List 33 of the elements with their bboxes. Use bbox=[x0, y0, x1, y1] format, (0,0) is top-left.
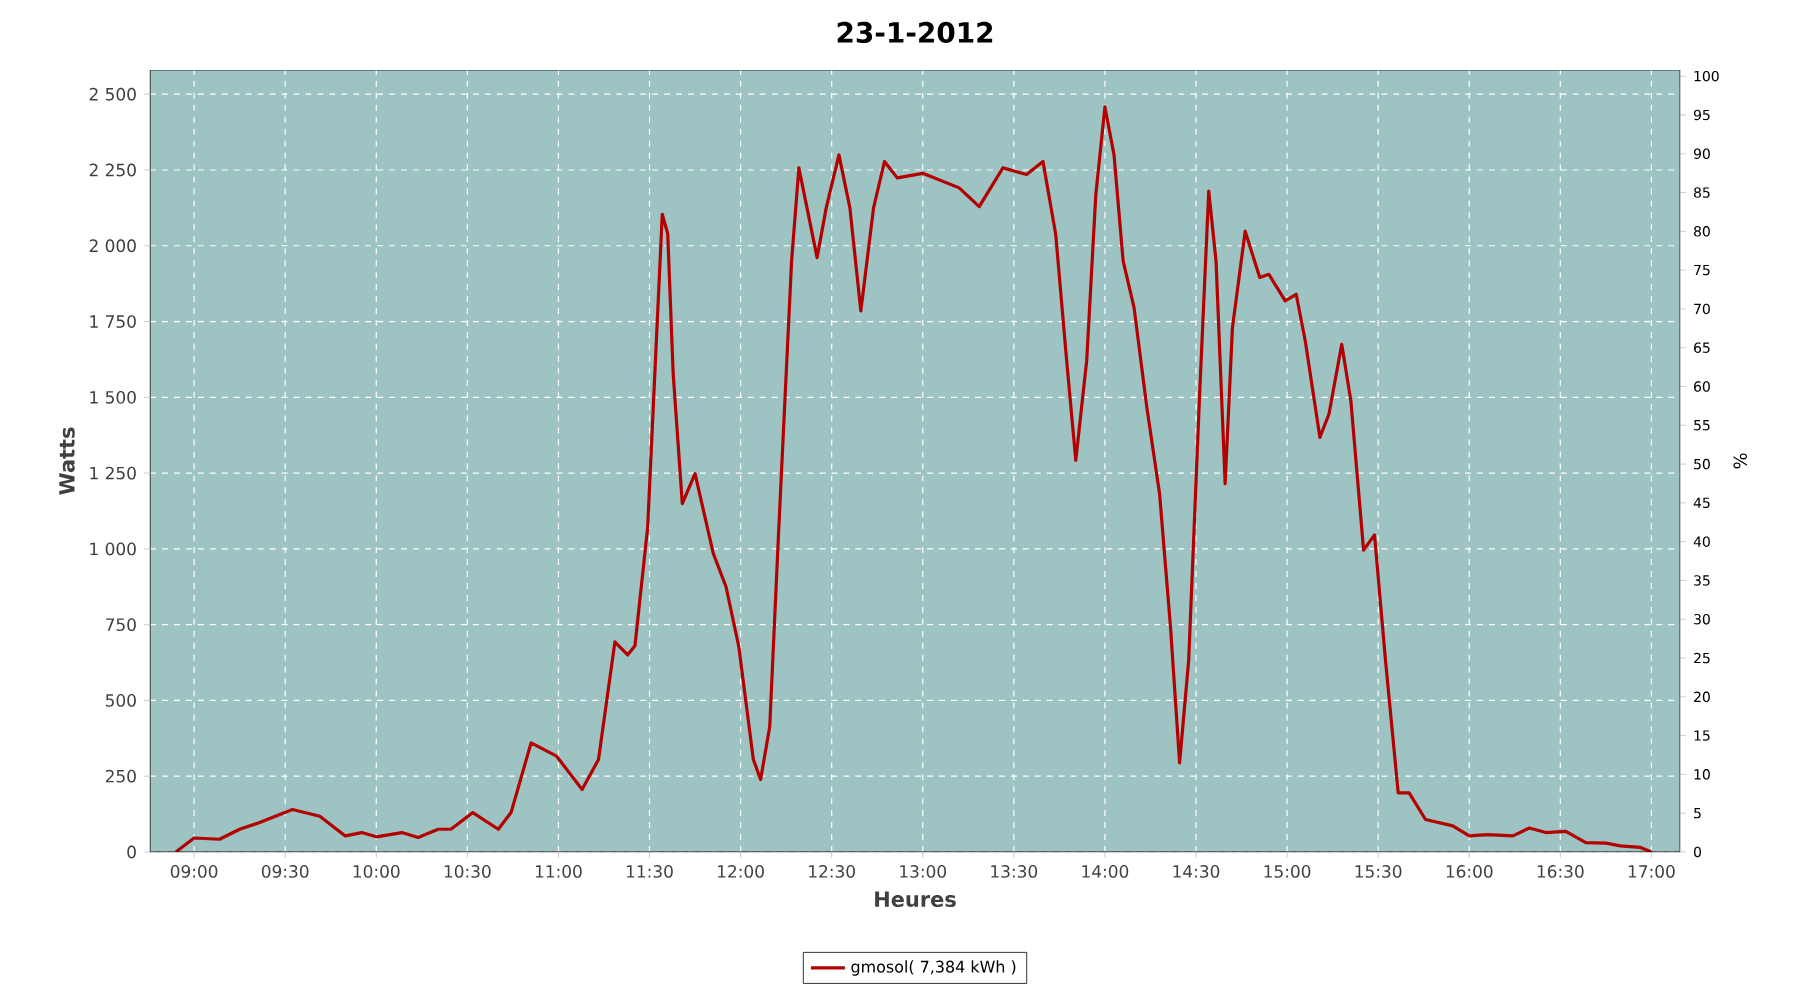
x-tick-label: 13:00 bbox=[900, 865, 947, 878]
x-tick-label: 09:00 bbox=[170, 865, 218, 878]
x-tick-label: 15:30 bbox=[1355, 865, 1402, 878]
x-tick-label: 12:00 bbox=[718, 865, 764, 878]
y-tick-label: 2 250 bbox=[89, 163, 136, 177]
y2-axis-title: % bbox=[1733, 453, 1747, 469]
x-tick-label: 12:30 bbox=[809, 865, 855, 878]
x-tick-label: 10:30 bbox=[444, 865, 491, 878]
y-tick-label: 0 bbox=[127, 845, 136, 859]
y-tick-label: 1 500 bbox=[90, 390, 136, 404]
x-tick-label: 10:00 bbox=[353, 865, 400, 878]
y-tick-label: 2 000 bbox=[89, 239, 136, 253]
chart-title: 23-1-2012 bbox=[837, 21, 993, 43]
y-tick-label: 250 bbox=[105, 769, 136, 783]
x-tick-label: 16:30 bbox=[1537, 865, 1584, 878]
y-tick-label: 1 000 bbox=[90, 542, 136, 556]
x-tick-label: 14:30 bbox=[1173, 865, 1220, 878]
y-tick-label: 2 500 bbox=[89, 87, 136, 101]
x-tick-label: 11:30 bbox=[626, 865, 673, 878]
y-tick-label: 1 250 bbox=[90, 466, 136, 480]
x-tick-label: 14:00 bbox=[1082, 865, 1129, 878]
y-tick-label: 1 750 bbox=[90, 315, 136, 328]
x-tick-label: 16:00 bbox=[1446, 865, 1493, 878]
y-tick-label: 500 bbox=[105, 694, 136, 707]
line-series bbox=[174, 105, 1654, 852]
y-axis-title: Watts bbox=[59, 427, 75, 495]
x-tick-label: 17:00 bbox=[1628, 865, 1675, 878]
x-tick-label: 13:30 bbox=[991, 865, 1038, 878]
x-axis-title: Heures bbox=[875, 891, 956, 908]
x-tick-label: 15:00 bbox=[1264, 865, 1311, 878]
x-tick-label: 09:30 bbox=[261, 865, 309, 878]
x-tick-label: 11:00 bbox=[535, 865, 582, 878]
y-tick-label: 750 bbox=[106, 618, 136, 632]
